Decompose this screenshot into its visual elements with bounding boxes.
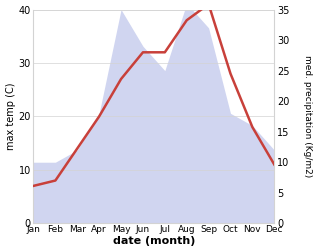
Y-axis label: med. precipitation (Kg/m2): med. precipitation (Kg/m2) — [303, 55, 313, 178]
X-axis label: date (month): date (month) — [113, 236, 195, 246]
Y-axis label: max temp (C): max temp (C) — [5, 83, 16, 150]
